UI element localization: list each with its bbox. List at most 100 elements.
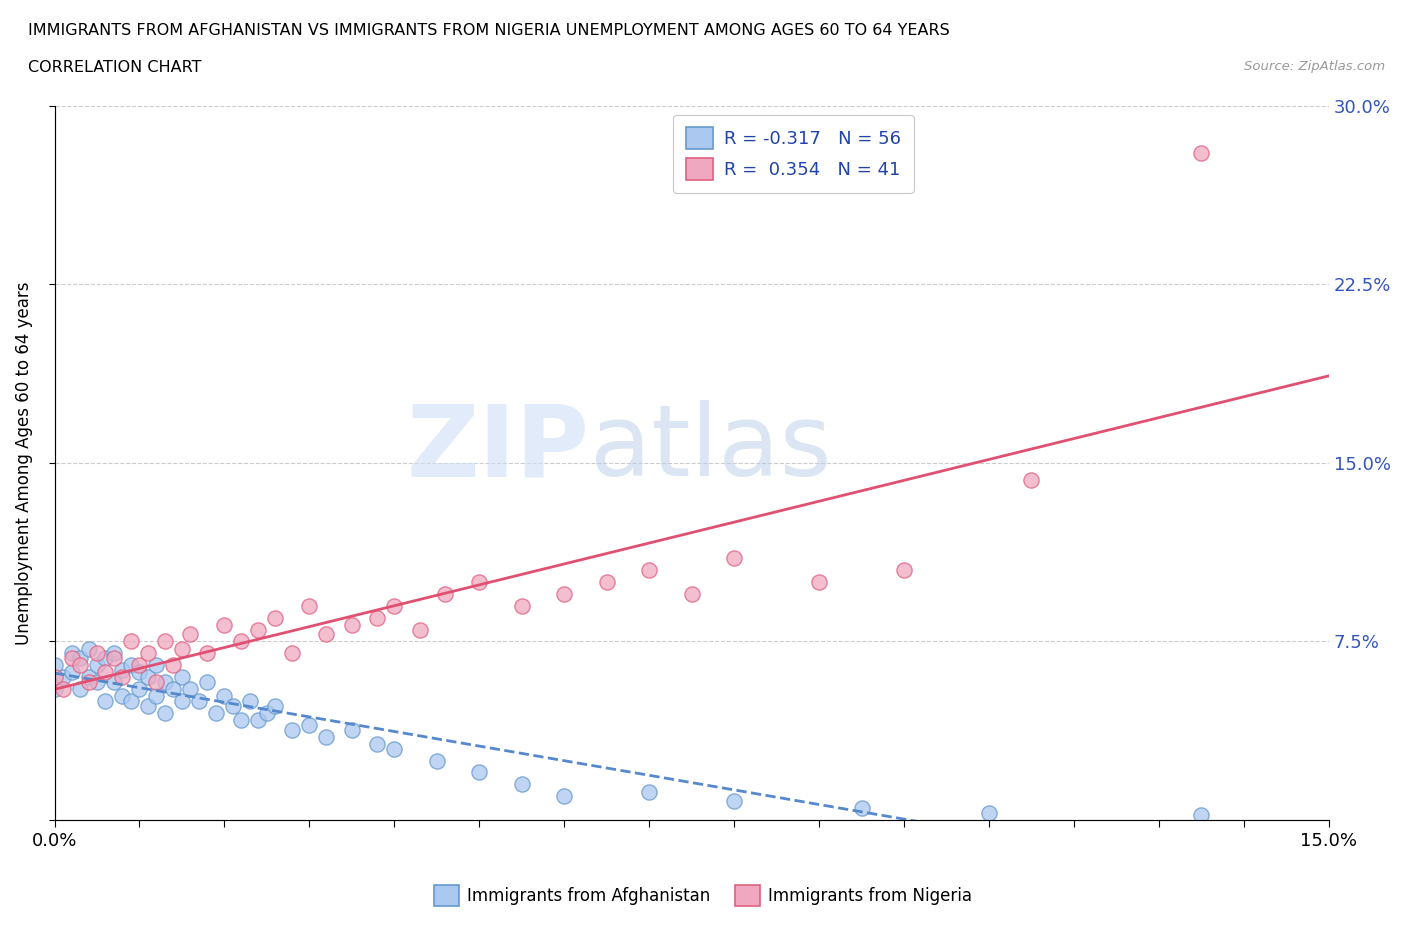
Point bbox=[145, 689, 167, 704]
Point bbox=[596, 575, 619, 590]
Point bbox=[382, 598, 405, 613]
Point bbox=[136, 670, 159, 684]
Point bbox=[111, 689, 134, 704]
Point bbox=[281, 646, 304, 661]
Point bbox=[214, 689, 236, 704]
Legend: Immigrants from Afghanistan, Immigrants from Nigeria: Immigrants from Afghanistan, Immigrants … bbox=[427, 879, 979, 912]
Text: IMMIGRANTS FROM AFGHANISTAN VS IMMIGRANTS FROM NIGERIA UNEMPLOYMENT AMONG AGES 6: IMMIGRANTS FROM AFGHANISTAN VS IMMIGRANT… bbox=[28, 23, 950, 38]
Text: CORRELATION CHART: CORRELATION CHART bbox=[28, 60, 201, 75]
Point bbox=[162, 682, 184, 697]
Point bbox=[239, 694, 262, 709]
Point bbox=[298, 598, 321, 613]
Point bbox=[94, 651, 117, 666]
Point bbox=[468, 765, 491, 780]
Point bbox=[179, 682, 201, 697]
Point bbox=[681, 587, 703, 602]
Point bbox=[197, 674, 219, 689]
Point bbox=[94, 665, 117, 680]
Point bbox=[340, 723, 363, 737]
Point bbox=[60, 646, 83, 661]
Point bbox=[222, 698, 245, 713]
Point bbox=[111, 670, 134, 684]
Point bbox=[77, 641, 100, 656]
Point bbox=[366, 737, 388, 751]
Point bbox=[366, 610, 388, 625]
Point bbox=[264, 698, 287, 713]
Point bbox=[256, 706, 278, 721]
Point bbox=[120, 658, 142, 672]
Point bbox=[128, 665, 150, 680]
Point bbox=[52, 682, 75, 697]
Point bbox=[153, 674, 176, 689]
Point bbox=[153, 634, 176, 649]
Point bbox=[315, 729, 337, 744]
Text: Source: ZipAtlas.com: Source: ZipAtlas.com bbox=[1244, 60, 1385, 73]
Point bbox=[808, 575, 831, 590]
Point bbox=[977, 805, 1000, 820]
Point bbox=[851, 801, 873, 816]
Point bbox=[44, 658, 66, 672]
Point bbox=[298, 717, 321, 732]
Point bbox=[1021, 472, 1043, 487]
Text: ZIP: ZIP bbox=[406, 400, 589, 498]
Point bbox=[86, 646, 108, 661]
Point bbox=[120, 634, 142, 649]
Point bbox=[86, 658, 108, 672]
Point bbox=[103, 674, 125, 689]
Point bbox=[187, 694, 209, 709]
Point bbox=[205, 706, 228, 721]
Point bbox=[128, 658, 150, 672]
Point bbox=[247, 622, 270, 637]
Point bbox=[77, 674, 100, 689]
Point bbox=[153, 706, 176, 721]
Point bbox=[44, 682, 66, 697]
Point bbox=[136, 646, 159, 661]
Point bbox=[214, 618, 236, 632]
Point bbox=[893, 563, 915, 578]
Point bbox=[44, 670, 66, 684]
Point bbox=[60, 651, 83, 666]
Point bbox=[340, 618, 363, 632]
Text: atlas: atlas bbox=[589, 400, 831, 498]
Point bbox=[434, 587, 457, 602]
Point bbox=[111, 663, 134, 678]
Point bbox=[247, 712, 270, 727]
Point bbox=[723, 793, 745, 808]
Point bbox=[264, 610, 287, 625]
Point bbox=[94, 694, 117, 709]
Point bbox=[86, 674, 108, 689]
Point bbox=[426, 753, 449, 768]
Point bbox=[136, 698, 159, 713]
Point bbox=[170, 670, 193, 684]
Point bbox=[510, 598, 533, 613]
Point bbox=[1189, 808, 1212, 823]
Point bbox=[103, 646, 125, 661]
Point bbox=[145, 658, 167, 672]
Point bbox=[638, 563, 661, 578]
Point bbox=[553, 587, 575, 602]
Point bbox=[553, 789, 575, 804]
Point bbox=[468, 575, 491, 590]
Point bbox=[77, 670, 100, 684]
Legend: R = -0.317   N = 56, R =  0.354   N = 41: R = -0.317 N = 56, R = 0.354 N = 41 bbox=[673, 114, 914, 193]
Point bbox=[69, 682, 91, 697]
Point bbox=[409, 622, 432, 637]
Point bbox=[162, 658, 184, 672]
Point bbox=[231, 634, 253, 649]
Y-axis label: Unemployment Among Ages 60 to 64 years: Unemployment Among Ages 60 to 64 years bbox=[15, 281, 32, 644]
Point bbox=[69, 651, 91, 666]
Point bbox=[145, 674, 167, 689]
Point bbox=[170, 641, 193, 656]
Point bbox=[1189, 146, 1212, 161]
Point bbox=[315, 627, 337, 642]
Point bbox=[197, 646, 219, 661]
Point bbox=[60, 665, 83, 680]
Point bbox=[231, 712, 253, 727]
Point bbox=[638, 784, 661, 799]
Point bbox=[170, 694, 193, 709]
Point bbox=[103, 651, 125, 666]
Point bbox=[382, 741, 405, 756]
Point bbox=[120, 694, 142, 709]
Point bbox=[128, 682, 150, 697]
Point bbox=[723, 551, 745, 565]
